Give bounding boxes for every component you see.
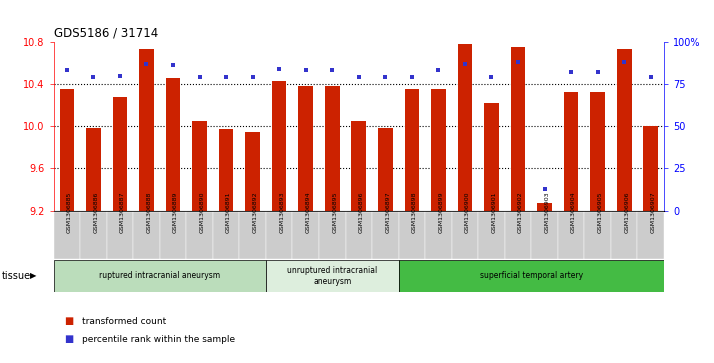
Bar — [431, 89, 446, 211]
Bar — [166, 78, 181, 211]
Text: GSM1306903: GSM1306903 — [545, 191, 550, 233]
Text: GSM1306893: GSM1306893 — [279, 191, 284, 233]
Text: GSM1306894: GSM1306894 — [306, 191, 311, 233]
Text: GDS5186 / 31714: GDS5186 / 31714 — [54, 26, 158, 40]
Bar — [558, 212, 584, 258]
Text: GSM1306898: GSM1306898 — [412, 191, 417, 233]
Bar — [505, 212, 531, 258]
Bar — [372, 212, 398, 258]
Bar — [186, 212, 213, 258]
Bar — [59, 89, 74, 211]
Bar — [351, 121, 366, 211]
Bar — [537, 203, 552, 211]
Bar — [643, 126, 658, 211]
Text: GSM1306892: GSM1306892 — [253, 191, 258, 233]
Text: GSM1306891: GSM1306891 — [226, 191, 231, 233]
Bar — [452, 212, 478, 258]
Bar — [617, 49, 631, 211]
Bar — [113, 97, 127, 211]
Text: unruptured intracranial
aneurysm: unruptured intracranial aneurysm — [287, 266, 378, 286]
Text: GSM1306899: GSM1306899 — [438, 191, 443, 233]
Bar — [478, 212, 505, 258]
Bar — [398, 212, 425, 258]
Text: ■: ■ — [64, 316, 74, 326]
Text: GSM1306890: GSM1306890 — [199, 191, 204, 233]
Bar — [266, 260, 398, 291]
Bar — [425, 212, 452, 258]
Bar — [266, 212, 293, 258]
Bar — [192, 121, 207, 211]
Bar — [86, 128, 101, 211]
Text: GSM1306905: GSM1306905 — [598, 191, 603, 233]
Bar — [531, 212, 558, 258]
Text: GSM1306902: GSM1306902 — [518, 191, 523, 233]
Bar — [590, 92, 605, 211]
Text: ruptured intracranial aneurysm: ruptured intracranial aneurysm — [99, 272, 221, 280]
Bar — [319, 212, 346, 258]
Bar — [511, 47, 526, 211]
Bar — [611, 212, 638, 258]
Bar — [293, 212, 319, 258]
Text: percentile rank within the sample: percentile rank within the sample — [82, 335, 235, 344]
Text: GSM1306888: GSM1306888 — [146, 191, 151, 233]
Bar — [54, 212, 80, 258]
Text: GSM1306896: GSM1306896 — [359, 191, 364, 233]
Bar — [398, 260, 664, 291]
Bar — [638, 212, 664, 258]
Bar — [239, 212, 266, 258]
Text: GSM1306901: GSM1306901 — [491, 191, 496, 233]
Bar — [325, 86, 340, 211]
Text: GSM1306904: GSM1306904 — [571, 191, 576, 233]
Bar — [405, 89, 419, 211]
Bar — [272, 81, 286, 211]
Bar — [246, 132, 260, 211]
Bar — [378, 128, 393, 211]
Bar — [218, 129, 233, 211]
Text: superficial temporal artery: superficial temporal artery — [480, 272, 583, 280]
Text: GSM1306889: GSM1306889 — [173, 191, 178, 233]
Text: ▶: ▶ — [30, 272, 36, 280]
Bar — [484, 103, 499, 211]
Text: GSM1306907: GSM1306907 — [650, 191, 655, 233]
Bar — [346, 212, 372, 258]
Bar — [54, 260, 266, 291]
Text: GSM1306887: GSM1306887 — [120, 191, 125, 233]
Bar — [139, 49, 154, 211]
Text: GSM1306895: GSM1306895 — [332, 191, 337, 233]
Bar — [458, 44, 472, 211]
Bar — [134, 212, 160, 258]
Text: transformed count: transformed count — [82, 317, 166, 326]
Bar — [106, 212, 134, 258]
Text: GSM1306886: GSM1306886 — [94, 191, 99, 233]
Text: GSM1306906: GSM1306906 — [624, 191, 629, 233]
Text: GSM1306897: GSM1306897 — [386, 191, 391, 233]
Text: ■: ■ — [64, 334, 74, 344]
Bar — [213, 212, 239, 258]
Text: GSM1306885: GSM1306885 — [67, 191, 72, 233]
Text: tissue: tissue — [2, 271, 31, 281]
Bar — [160, 212, 186, 258]
Bar — [564, 92, 578, 211]
Bar — [298, 86, 313, 211]
Text: GSM1306900: GSM1306900 — [465, 191, 470, 233]
Bar — [584, 212, 611, 258]
Bar — [80, 212, 106, 258]
